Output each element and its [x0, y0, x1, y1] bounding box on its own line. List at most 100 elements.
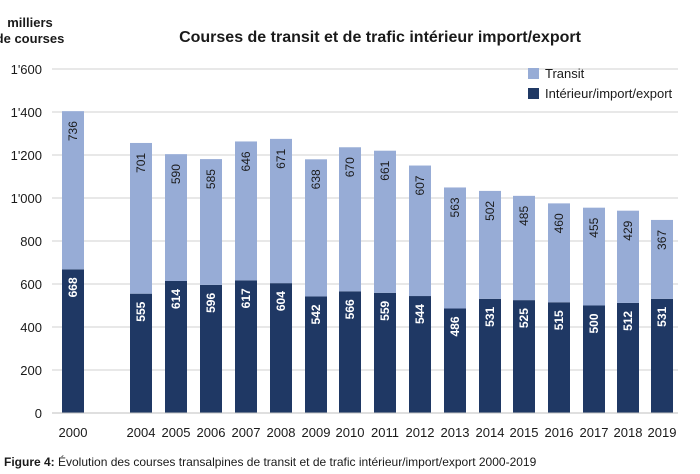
y-tick-label: 1'400	[11, 105, 42, 120]
x-tick-label: 2011	[371, 425, 399, 440]
x-tick-label: 2004	[127, 425, 156, 440]
data-label-transit: 646	[239, 151, 253, 171]
bar-interieur-2009	[305, 296, 327, 413]
x-tick-label: 2016	[545, 425, 574, 440]
data-label-interieur: 531	[483, 307, 497, 327]
x-tick-label: 2019	[648, 425, 677, 440]
x-tick-label: 2012	[406, 425, 435, 440]
data-label-interieur: 596	[204, 293, 218, 313]
data-label-transit: 638	[309, 169, 323, 189]
figure-caption-text: Évolution des courses transalpines de tr…	[54, 455, 537, 469]
bar-transit-2014	[479, 190, 501, 299]
data-label-transit: 502	[483, 201, 497, 221]
bar-interieur-2015	[513, 300, 535, 413]
gridlines	[52, 68, 678, 371]
y-tick-label: 800	[20, 234, 42, 249]
bar-transit-2011	[374, 150, 396, 293]
data-label-interieur: 614	[169, 289, 183, 309]
bar-interieur-2005	[165, 280, 187, 413]
data-label-interieur: 544	[413, 304, 427, 324]
data-label-interieur: 515	[552, 310, 566, 330]
data-label-transit: 670	[343, 157, 357, 177]
data-label-transit: 367	[655, 230, 669, 250]
x-tick-label: 2013	[441, 425, 470, 440]
data-label-interieur: 617	[239, 288, 253, 308]
chart-title: Courses de transit et de trafic intérieu…	[179, 29, 582, 46]
y-tick-label: 0	[35, 406, 42, 421]
x-tick-label: 2015	[510, 425, 539, 440]
data-label-interieur: 604	[274, 291, 288, 311]
bar-interieur-2014	[479, 298, 501, 413]
bar-transit-2017	[583, 207, 605, 306]
stacked-bar-chart: Courses de transit et de trafic intérieu…	[0, 15, 678, 440]
bar-interieur-2017	[583, 305, 605, 413]
data-label-transit: 485	[517, 206, 531, 226]
data-label-transit: 736	[66, 121, 80, 141]
data-label-transit: 590	[169, 164, 183, 184]
data-label-transit: 585	[204, 169, 218, 189]
data-label-interieur: 566	[343, 299, 357, 319]
bar-transit-2008	[270, 138, 292, 284]
y-axis-label-line1: milliers	[7, 15, 53, 30]
x-tick-label: 2017	[580, 425, 609, 440]
data-label-interieur: 500	[587, 313, 601, 333]
legend: Transit Intérieur/import/export	[528, 66, 673, 101]
data-label-transit: 701	[134, 153, 148, 173]
x-tick-label: 2006	[197, 425, 226, 440]
bar-transit-2015	[513, 195, 535, 301]
x-tick-label: 2008	[267, 425, 296, 440]
data-label-transit: 460	[552, 213, 566, 233]
bar-interieur-2018	[617, 302, 639, 413]
data-label-interieur: 555	[134, 301, 148, 321]
bar-transit-2005	[165, 154, 187, 281]
data-label-interieur: 668	[66, 277, 80, 297]
x-tick-label: 2009	[302, 425, 331, 440]
y-tick-label: 1'600	[11, 62, 42, 77]
x-tick-label: 2010	[336, 425, 365, 440]
x-tick-label: 2005	[162, 425, 191, 440]
bar-transit-2006	[200, 159, 222, 285]
legend-swatch	[528, 68, 539, 79]
bar-transit-2007	[235, 141, 257, 281]
data-label-transit: 671	[274, 149, 288, 169]
y-tick-label: 1'000	[11, 191, 42, 206]
data-label-interieur: 525	[517, 308, 531, 328]
bar-interieur-2007	[235, 280, 257, 413]
legend-swatch	[528, 88, 539, 99]
data-label-interieur: 486	[448, 316, 462, 336]
legend-label: Transit	[545, 66, 585, 81]
y-tick-label: 400	[20, 320, 42, 335]
bar-interieur-2016	[548, 302, 570, 413]
bar-transit-2000	[62, 111, 84, 270]
bar-interieur-2006	[200, 284, 222, 413]
legend-label: Intérieur/import/export	[545, 86, 673, 101]
y-tick-label: 600	[20, 277, 42, 292]
y-axis-ticks: 0 200 400 600 800 1'000 1'200 1'400 1'600	[11, 62, 42, 421]
bar-transit-2012	[409, 165, 431, 297]
x-axis-ticks: 2000 2004 2005 2006 2007 2008 2009 2010 2011 2012…	[59, 425, 677, 440]
data-label-transit: 661	[378, 160, 392, 180]
data-label-transit: 455	[587, 217, 601, 237]
bar-interieur-2008	[270, 283, 292, 413]
bar-interieur-2019	[651, 298, 673, 413]
bar-interieur-2012	[409, 296, 431, 413]
x-tick-label: 2014	[476, 425, 505, 440]
data-label-interieur: 559	[378, 300, 392, 320]
bars: 668 736 555 701 614 590 596 585 617 646 604 671 542 6…	[62, 111, 673, 413]
data-label-transit: 607	[413, 175, 427, 195]
bar-interieur-2013	[444, 308, 466, 413]
figure-caption: Figure 4: Évolution des courses transalp…	[4, 455, 536, 469]
x-tick-label: 2000	[59, 425, 88, 440]
bar-transit-2010	[339, 147, 361, 292]
y-tick-label: 200	[20, 363, 42, 378]
bar-interieur-2010	[339, 291, 361, 413]
y-tick-label: 1'200	[11, 148, 42, 163]
data-label-transit: 429	[621, 220, 635, 240]
data-label-interieur: 542	[309, 304, 323, 324]
bar-transit-2016	[548, 203, 570, 303]
x-tick-label: 2018	[614, 425, 643, 440]
bar-interieur-2000	[62, 269, 84, 413]
data-label-interieur: 512	[621, 311, 635, 331]
bar-transit-2018	[617, 210, 639, 303]
data-label-interieur: 531	[655, 307, 669, 327]
